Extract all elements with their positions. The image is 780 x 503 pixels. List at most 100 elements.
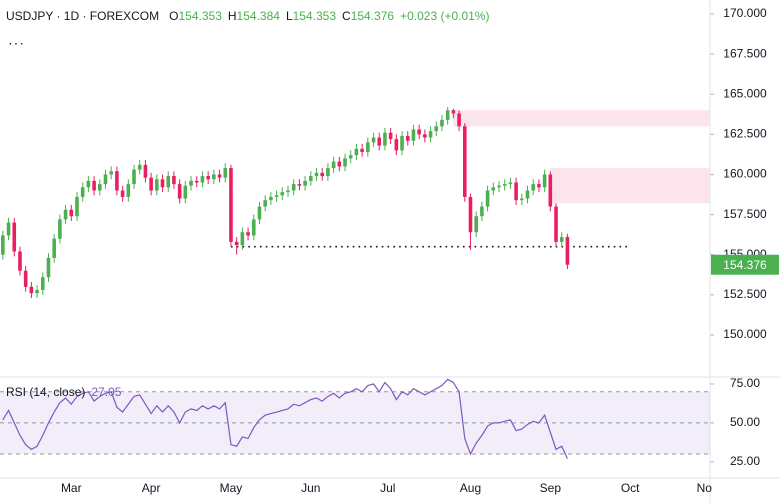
header-o_label: O xyxy=(169,9,178,23)
rsi-value: 27.05 xyxy=(91,385,121,399)
candle-body xyxy=(520,198,524,201)
candle-body xyxy=(52,238,56,258)
candle-body xyxy=(457,113,461,127)
candle-body xyxy=(291,184,296,191)
candle-body xyxy=(320,172,325,177)
candle-body xyxy=(18,251,22,271)
candle-body xyxy=(491,187,496,191)
candle-body xyxy=(103,174,108,185)
candle-body xyxy=(377,137,382,146)
candle-body xyxy=(286,190,290,193)
y-tick-label: 50.00 xyxy=(730,415,760,429)
header-low: 154.353 xyxy=(293,9,337,23)
candle-body xyxy=(394,139,399,151)
candle-body xyxy=(405,135,410,141)
candle-body xyxy=(172,176,176,185)
header-h_label: H xyxy=(228,9,237,23)
candle-body xyxy=(343,158,347,167)
candle-body xyxy=(537,184,541,188)
candle-body xyxy=(502,184,507,186)
x-tick-label: Jul xyxy=(380,481,395,495)
candle-body xyxy=(246,232,250,236)
candle-body xyxy=(423,134,427,138)
last-price-label: 154.376 xyxy=(723,258,767,272)
candle-body xyxy=(531,184,536,191)
candle-body xyxy=(309,176,313,181)
candle-body xyxy=(46,257,51,278)
candle-body xyxy=(86,180,91,188)
candle-body xyxy=(223,168,228,178)
candle-body xyxy=(115,171,119,191)
candle-body xyxy=(177,184,182,199)
candle-body xyxy=(6,222,11,236)
candle-body xyxy=(411,129,416,141)
x-tick-label: Oct xyxy=(621,481,640,495)
y-tick-label: 157.500 xyxy=(723,207,767,221)
candle-body xyxy=(234,241,239,246)
candle-body xyxy=(468,196,473,233)
candle-body xyxy=(217,174,222,178)
more-icon[interactable]: ··· xyxy=(8,35,25,51)
x-tick-label: Apr xyxy=(142,481,161,495)
candle-body xyxy=(451,110,456,114)
y-tick-label: 165.000 xyxy=(723,86,767,100)
candle-body xyxy=(23,270,28,287)
candle-body xyxy=(251,219,256,236)
candle-body xyxy=(166,176,171,188)
candle-body xyxy=(200,176,205,183)
header-c_label: C xyxy=(342,9,351,23)
candle-body xyxy=(383,132,387,146)
candle-body xyxy=(75,196,79,217)
y-tick-label: 75.00 xyxy=(730,376,760,390)
candle-body xyxy=(63,209,68,220)
y-tick-label: 152.500 xyxy=(723,287,767,301)
candle-body xyxy=(314,172,319,177)
candle-body xyxy=(303,180,307,186)
candle-body xyxy=(274,195,279,197)
candle-body xyxy=(240,232,245,246)
candle-body xyxy=(354,148,359,156)
y-tick-label: 25.00 xyxy=(730,454,760,468)
candle-body xyxy=(269,196,273,201)
header-open: 154.353 xyxy=(178,9,222,23)
candle-body xyxy=(440,119,444,127)
candle-body xyxy=(155,179,159,191)
rsi-name: RSI (14, close) xyxy=(6,385,85,399)
candle-body xyxy=(229,168,233,242)
candle-body xyxy=(126,184,131,197)
header-high: 154.384 xyxy=(237,9,281,23)
y-tick-label: 160.000 xyxy=(723,167,767,181)
candle-body xyxy=(480,206,484,217)
candle-body xyxy=(1,235,5,255)
candle-body xyxy=(434,126,439,132)
candle-body xyxy=(462,126,467,197)
candle-body xyxy=(360,148,364,152)
candle-body xyxy=(92,180,96,191)
x-tick-label: No xyxy=(697,481,713,495)
candle-body xyxy=(40,277,45,291)
rsi-legend: RSI (14, close) 27.05 xyxy=(6,385,122,399)
y-tick-label: 162.500 xyxy=(723,127,767,141)
candle-body xyxy=(143,164,148,178)
candle-body xyxy=(257,206,262,220)
candle-body xyxy=(400,135,404,151)
candle-body xyxy=(189,180,193,186)
candle-body xyxy=(132,169,136,185)
candle-body xyxy=(417,129,421,135)
candle-body xyxy=(297,184,302,186)
candle-body xyxy=(508,182,513,185)
candle-body xyxy=(12,222,17,252)
candle-body xyxy=(120,190,125,197)
x-tick-label: Sep xyxy=(540,481,562,495)
candle-body xyxy=(428,131,433,138)
header: USDJPY · 1D · FOREXCOM O154.353 H154.384 L1… xyxy=(6,9,489,23)
candle-body xyxy=(554,206,558,242)
candle-body xyxy=(80,187,85,197)
candle-body xyxy=(474,216,478,233)
candle-body xyxy=(331,161,336,169)
x-tick-label: Jun xyxy=(301,481,320,495)
candle-body xyxy=(497,185,501,188)
candle-body xyxy=(548,174,553,207)
candle-body xyxy=(160,179,165,188)
